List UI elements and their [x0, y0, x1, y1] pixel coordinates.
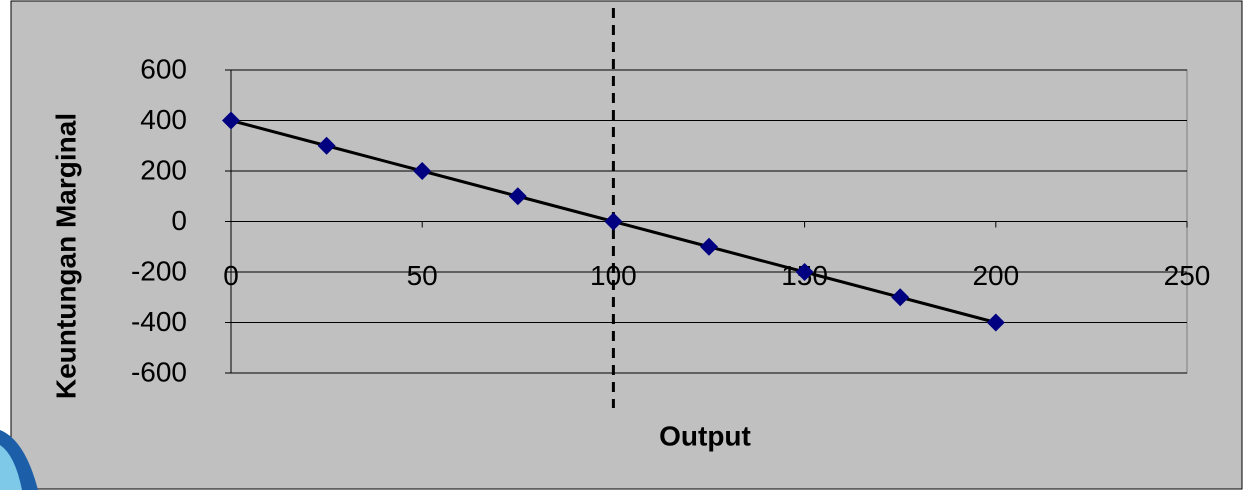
y-tick-label: -600 — [131, 356, 187, 387]
y-axis-title: Keuntungan Marginal — [50, 113, 81, 399]
y-tick-label: 0 — [171, 205, 187, 236]
x-tick-label: 200 — [972, 260, 1019, 291]
y-tick-label: -200 — [131, 255, 187, 286]
y-tick-label: 600 — [140, 53, 187, 84]
x-tick-label: 50 — [407, 260, 438, 291]
x-tick-label: 250 — [1164, 260, 1211, 291]
y-tick-label: 200 — [140, 154, 187, 185]
chart: Output Keuntungan Marginal -600 -400 -200 0… — [0, 0, 1243, 490]
chart-background — [11, 1, 1242, 489]
y-tick-label: 400 — [140, 104, 187, 135]
x-axis-title: Output — [659, 420, 751, 451]
x-tick-label: 0 — [223, 260, 239, 291]
y-tick-label: -400 — [131, 306, 187, 337]
